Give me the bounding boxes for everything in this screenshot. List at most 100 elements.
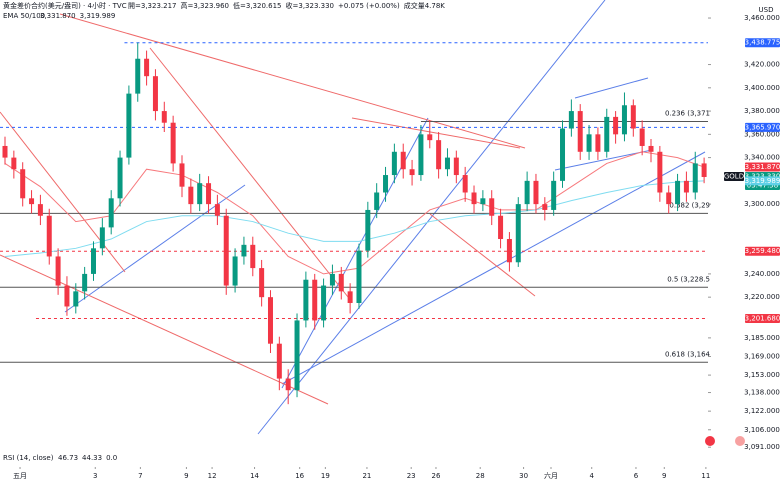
x-tick-label: 7 bbox=[138, 472, 142, 480]
candle-body bbox=[294, 320, 300, 391]
candle-body bbox=[73, 291, 79, 307]
candle-body bbox=[82, 273, 88, 292]
price-tag bbox=[745, 122, 780, 132]
candle-body bbox=[374, 192, 380, 210]
currency: USD bbox=[759, 6, 774, 14]
y-tick-label: 3,091.000 bbox=[744, 443, 780, 451]
candle-body bbox=[666, 192, 672, 205]
candle-body bbox=[188, 186, 194, 205]
candle-body bbox=[276, 343, 282, 379]
x-tick-label: 19 bbox=[321, 472, 330, 480]
x-tick-label: 9 bbox=[184, 472, 188, 480]
candle-body bbox=[436, 140, 442, 170]
candle-body bbox=[568, 111, 574, 129]
candle-body bbox=[37, 204, 43, 216]
candle-body bbox=[64, 285, 70, 307]
x-tick-label: 14 bbox=[250, 472, 259, 480]
symbol-label: GOLD bbox=[724, 172, 744, 180]
candle-body bbox=[400, 151, 406, 170]
y-tick-label: 3,169.000 bbox=[744, 352, 780, 360]
y-tick-label: 3,220.000 bbox=[744, 293, 780, 301]
ohlc-value: 低=3,320.615 bbox=[233, 1, 282, 10]
candle-body bbox=[135, 58, 141, 94]
candle-body bbox=[524, 180, 530, 205]
x-tick-label: 21 bbox=[362, 472, 371, 480]
y-tick-label: 3,106.000 bbox=[744, 426, 780, 434]
candle-body bbox=[197, 183, 203, 205]
price-tag-sub: 03:47:58 bbox=[747, 181, 778, 189]
candle-body bbox=[560, 128, 566, 181]
price-tag-label: 3,259.480 bbox=[745, 247, 780, 255]
candle-body bbox=[542, 204, 548, 210]
x-tick-label: 23 bbox=[407, 472, 416, 480]
candle-body bbox=[383, 175, 389, 193]
candle-body bbox=[595, 134, 601, 152]
candle-body bbox=[329, 273, 335, 286]
candle-body bbox=[551, 180, 557, 210]
legend-value: 0.0 bbox=[106, 454, 117, 462]
y-tick-label: 3,400.000 bbox=[744, 84, 780, 92]
candle-body bbox=[99, 227, 105, 249]
ohlc-value: 收=3,323.330 bbox=[286, 1, 335, 10]
ohlc-value: 開=3,323.217 bbox=[128, 2, 177, 10]
level-label: 0.382 (3,29 bbox=[669, 201, 710, 209]
ohlc-value: 成交量4.78K bbox=[404, 1, 446, 10]
candle-body bbox=[462, 175, 468, 193]
price-tag bbox=[745, 38, 780, 48]
candle-body bbox=[657, 151, 663, 193]
symbol-tag bbox=[724, 171, 744, 181]
price-tag-label: 3,365.970 bbox=[745, 123, 780, 131]
price-tag-label: 3,438.775 bbox=[745, 39, 780, 47]
x-tick-label: 6 bbox=[634, 472, 639, 480]
title: 黄金差价合约(美元/盎司) · 4小时 · TVC bbox=[3, 1, 127, 10]
candle-body bbox=[409, 169, 415, 176]
y-tick-label: 3,122.000 bbox=[744, 407, 780, 415]
trend-lines bbox=[0, 0, 706, 435]
candle-body bbox=[577, 111, 583, 152]
candle-body bbox=[214, 204, 220, 216]
candle-body bbox=[55, 256, 61, 286]
price-tag bbox=[745, 313, 780, 323]
candle-body bbox=[321, 285, 327, 321]
price-tag-label: 3,331.870 bbox=[745, 163, 780, 171]
candle-body bbox=[170, 122, 176, 164]
candle-body bbox=[604, 116, 610, 152]
candle-body bbox=[161, 111, 167, 123]
x-tick-label: 六月 bbox=[544, 471, 558, 480]
candle-body bbox=[206, 183, 212, 205]
candle-body bbox=[453, 157, 459, 176]
candle-body bbox=[241, 244, 247, 257]
legend-value: 3,331.870 bbox=[40, 12, 76, 20]
candle-body bbox=[90, 248, 96, 274]
x-tick-label: 9 bbox=[662, 472, 666, 480]
y-tick-label: 3,380.000 bbox=[744, 107, 780, 115]
y-tick-label: 3,185.000 bbox=[744, 334, 780, 342]
candle-body bbox=[683, 180, 689, 193]
candle-body bbox=[250, 244, 256, 269]
y-tick-label: 3,460.000 bbox=[744, 14, 780, 22]
candle-body bbox=[498, 215, 504, 240]
y-tick-label: 3,138.000 bbox=[744, 389, 780, 397]
candle-body bbox=[586, 134, 592, 152]
candle-body bbox=[29, 198, 35, 205]
candle-body bbox=[391, 151, 397, 176]
candle-body bbox=[144, 58, 150, 77]
candle-body bbox=[648, 145, 654, 152]
candle-body bbox=[2, 145, 8, 158]
y-tick-label: 3,340.000 bbox=[744, 154, 780, 162]
candle-body bbox=[179, 163, 185, 187]
candle-body bbox=[692, 163, 698, 193]
candle-body bbox=[232, 256, 238, 286]
candle-body bbox=[630, 105, 636, 129]
candle-body bbox=[108, 198, 114, 228]
ohlc-value: +0.075 (+0.00%) bbox=[338, 2, 400, 10]
candle-body bbox=[356, 250, 362, 303]
ema-legend: EMA 50/100 bbox=[3, 12, 45, 20]
level-label: 0.618 (3,164 bbox=[665, 350, 711, 358]
price-tag-label: 3,201.680 bbox=[745, 314, 780, 322]
candle-body bbox=[471, 192, 477, 205]
x-tick-label: 30 bbox=[519, 472, 528, 480]
candle-body bbox=[312, 279, 318, 321]
candle-body bbox=[515, 204, 521, 263]
